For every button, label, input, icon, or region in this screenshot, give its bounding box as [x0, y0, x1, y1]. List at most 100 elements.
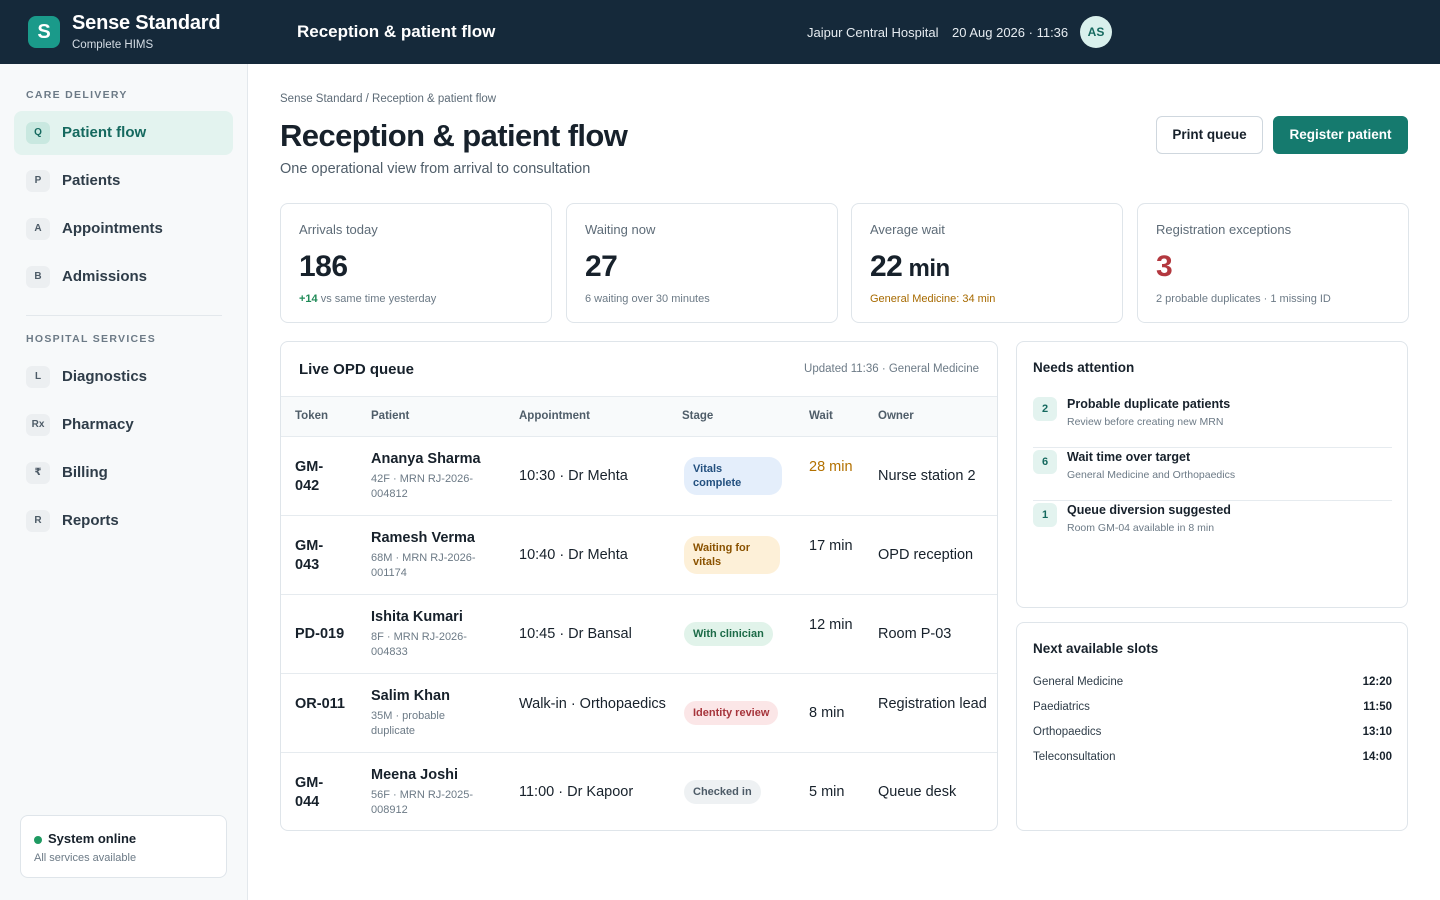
kpi-waiting-now: Waiting now 27 6 waiting over 30 minutes [566, 203, 838, 323]
row-stage-badge: With clinician [684, 622, 773, 646]
attention-item-sub: Room GM-04 available in 8 min [1067, 522, 1215, 534]
row-patient-meta: 68M · MRN RJ-2026-001174 [371, 552, 476, 579]
row-stage-badge: Vitals complete [684, 457, 782, 495]
row-wait: 5 min [809, 784, 845, 800]
status-dot-icon [34, 836, 42, 844]
kpi-value-number: 22 [870, 250, 903, 283]
header-datetime: 20 Aug 2026 · 11:36 [952, 25, 1069, 40]
sidebar-item-patients[interactable]: P Patients [14, 159, 233, 203]
attention-item-title: Queue diversion suggested [1067, 503, 1231, 517]
column-header-stage[interactable]: Stage [682, 410, 714, 422]
kpi-average-wait: Average wait 22 min General Medicine: 34… [851, 203, 1123, 323]
kpi-footnote: +14 vs same time yesterday [299, 293, 436, 305]
brand-subtitle: Complete HIMS [72, 39, 154, 51]
table-row[interactable]: GM-044 Meena Joshi 56F · MRN RJ-2025-008… [281, 753, 997, 830]
register-patient-button[interactable]: Register patient [1273, 116, 1408, 154]
row-wait: 28 min [809, 459, 853, 475]
sidebar-item-reports[interactable]: R Reports [14, 499, 233, 543]
attention-count-badge: 1 [1033, 503, 1057, 527]
table-row[interactable]: GM-043 Ramesh Verma 68M · MRN RJ-2026-00… [281, 516, 997, 595]
sidebar-item-appointments[interactable]: A Appointments [14, 207, 233, 251]
row-appointment: 11:00 · Dr Kapoor [519, 784, 634, 800]
attention-item-sub: General Medicine and Orthopaedics [1067, 469, 1236, 481]
sidebar-item-label: Pharmacy [62, 416, 134, 433]
admissions-icon: B [26, 266, 50, 288]
table-row[interactable]: GM-042 Ananya Sharma 42F · MRN RJ-2026-0… [281, 437, 997, 516]
live-opd-queue-card: Live OPD queue Updated 11:36 · General M… [280, 341, 998, 831]
kpi-value: 27 [585, 250, 618, 283]
slot-row[interactable]: General Medicine 12:20 [1033, 676, 1392, 696]
kpi-label: Arrivals today [299, 222, 378, 237]
column-header-wait[interactable]: Wait [809, 410, 833, 422]
slot-time: 13:10 [1362, 726, 1392, 738]
user-avatar[interactable]: AS [1080, 16, 1112, 48]
system-status-title: System online [48, 831, 137, 846]
queue-updated-meta: Updated 11:36 · General Medicine [804, 363, 979, 375]
print-queue-button[interactable]: Print queue [1156, 116, 1263, 154]
kpi-delta: +14 [299, 293, 318, 305]
kpi-registration-exceptions: Registration exceptions 3 2 probable dup… [1137, 203, 1409, 323]
slot-row[interactable]: Orthopaedics 13:10 [1033, 726, 1392, 746]
row-patient-name[interactable]: Meena Joshi [371, 767, 459, 783]
row-owner: Registration lead [878, 696, 987, 712]
page-subtitle: One operational view from arrival to con… [280, 161, 591, 177]
column-header-owner[interactable]: Owner [878, 410, 914, 422]
row-patient-name[interactable]: Ramesh Verma [371, 530, 475, 546]
billing-icon: ₹ [26, 462, 50, 484]
section-label-care-delivery: CARE DELIVERY [26, 89, 128, 101]
reports-icon: R [26, 510, 50, 532]
diagnostics-icon: L [26, 366, 50, 388]
section-label-hospital-services: HOSPITAL SERVICES [26, 333, 157, 345]
attention-item-queue-diversion[interactable]: 1 Queue diversion suggested Room GM-04 a… [1033, 501, 1392, 554]
sidebar-item-label: Appointments [62, 220, 163, 237]
sidebar-item-label: Diagnostics [62, 368, 148, 385]
row-owner: Room P-03 [878, 626, 952, 642]
column-header-appointment[interactable]: Appointment [519, 410, 590, 422]
kpi-value: 186 [299, 250, 348, 283]
attention-count-badge: 6 [1033, 450, 1057, 474]
attention-item-duplicates[interactable]: 2 Probable duplicate patients Review bef… [1033, 395, 1392, 448]
patient-flow-icon: Q [26, 122, 50, 144]
row-owner: OPD reception [878, 547, 974, 563]
brand-logo-icon[interactable]: S [28, 16, 60, 48]
sidebar-item-diagnostics[interactable]: L Diagnostics [14, 355, 233, 399]
column-header-token[interactable]: Token [295, 410, 329, 422]
table-row[interactable]: PD-019 Ishita Kumari 8F · MRN RJ-2026-00… [281, 595, 997, 674]
slot-row[interactable]: Paediatrics 11:50 [1033, 701, 1392, 721]
system-status-panel: System online All services available [20, 815, 227, 878]
attention-count-badge: 2 [1033, 397, 1057, 421]
attention-item-wait-time[interactable]: 6 Wait time over target General Medicine… [1033, 448, 1392, 501]
row-patient-name[interactable]: Ananya Sharma [371, 451, 481, 467]
row-patient-meta: 8F · MRN RJ-2026-004833 [371, 631, 467, 658]
sidebar-item-patient-flow[interactable]: Q Patient flow [14, 111, 233, 155]
slot-time: 11:50 [1363, 701, 1392, 713]
sidebar-item-admissions[interactable]: B Admissions [14, 255, 233, 299]
slot-row[interactable]: Teleconsultation 14:00 [1033, 751, 1392, 771]
next-available-slots-card: Next available slots General Medicine 12… [1016, 622, 1408, 831]
row-wait: 17 min [809, 538, 853, 554]
sidebar-item-label: Patients [62, 172, 121, 189]
row-stage-badge: Checked in [684, 780, 761, 804]
table-header: Token Patient Appointment Stage Wait Own… [281, 396, 997, 437]
row-token: GM-044 [295, 775, 324, 810]
table-row[interactable]: OR-011 Salim Khan 35M · probable duplica… [281, 674, 997, 753]
kpi-label: Average wait [870, 222, 945, 237]
row-stage-badge: Waiting for vitals [684, 536, 780, 574]
row-owner: Queue desk [878, 784, 957, 800]
row-patient-name[interactable]: Salim Khan [371, 688, 450, 704]
breadcrumb[interactable]: Sense Standard / Reception & patient flo… [280, 93, 497, 105]
slot-time: 14:00 [1362, 751, 1392, 763]
pharmacy-icon: Rx [26, 414, 50, 436]
top-bar: S Sense Standard Complete HIMS Reception… [0, 0, 1440, 64]
column-header-patient[interactable]: Patient [371, 410, 410, 422]
sidebar-item-pharmacy[interactable]: Rx Pharmacy [14, 403, 233, 447]
page-title: Reception & patient flow [280, 118, 628, 153]
sidebar-item-billing[interactable]: ₹ Billing [14, 451, 233, 495]
row-stage-badge: Identity review [684, 701, 779, 725]
row-patient-name[interactable]: Ishita Kumari [371, 609, 463, 625]
kpi-footnote: 6 waiting over 30 minutes [585, 293, 710, 305]
needs-attention-title: Needs attention [1033, 360, 1135, 375]
kpi-label: Registration exceptions [1156, 222, 1292, 237]
hospital-selector[interactable]: Jaipur Central Hospital [807, 25, 939, 40]
row-owner: Nurse station 2 [878, 468, 976, 484]
